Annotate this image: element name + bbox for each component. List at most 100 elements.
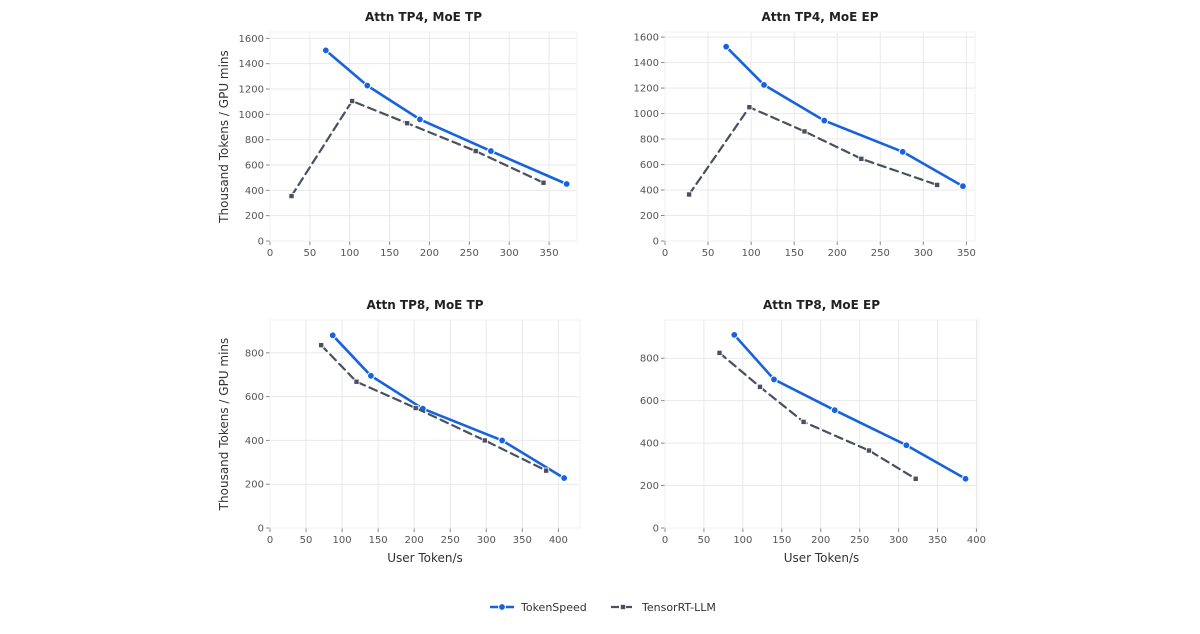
tensorrt-llm-data-point: [540, 179, 547, 186]
x-tick-label: 0: [662, 248, 668, 259]
tensorrt-llm-data-point: [756, 383, 763, 390]
x-tick-label: 200: [828, 248, 847, 259]
tensorrt-llm-data-point: [349, 98, 356, 105]
x-tick-label: 350: [957, 248, 976, 259]
tokenspeed-series-line: [324, 49, 568, 186]
subplot-1: 0 50 100 150 200 250 300 350 0 200 400 600 800 1000 12…: [217, 10, 578, 259]
plot-frame: [269, 319, 581, 529]
tensorrt-llm-data-point: [404, 120, 411, 127]
tokenspeed-data-point: [770, 375, 778, 384]
tensorrt-llm-data-point: [934, 181, 941, 188]
x-tick-label: 50: [300, 535, 313, 546]
subplot-4: 0 50 100 150 200 250 300 350 400 0 200 400 600 800 Att…: [640, 298, 986, 565]
tensorrt-llm-data-point: [865, 447, 872, 454]
legend-label: TensorRT-LLM: [641, 601, 716, 614]
x-tick-label: 150: [772, 535, 791, 546]
tensorrt-llm-data-point: [801, 128, 808, 135]
y-tick-label: 400: [245, 436, 264, 447]
y-tick-label: 600: [245, 161, 264, 172]
x-tick-label: 150: [785, 248, 804, 259]
tokenspeed-series-line: [724, 45, 965, 188]
tokenspeed-data-point: [959, 182, 967, 191]
tokenspeed-data-point: [760, 80, 768, 89]
tokenspeed-data-point: [730, 330, 739, 339]
x-tick-label: 200: [405, 535, 424, 546]
tokenspeed-data-point: [898, 147, 907, 156]
x-tick-label: 50: [698, 535, 711, 546]
y-tick-label: 200: [640, 481, 659, 492]
x-tick-label: 400: [549, 535, 568, 546]
x-tick-label: 400: [967, 535, 986, 546]
tensorrt-llm-data-point: [800, 418, 807, 425]
tokenspeed-data-point: [560, 474, 569, 482]
x-tick-label: 300: [477, 535, 496, 546]
tensorrt-llm-data-point: [481, 437, 488, 444]
x-tick-label: 350: [513, 535, 532, 546]
x-axis-label: User Token/s: [387, 551, 463, 565]
tensorrt-llm-series-line: [687, 106, 939, 196]
subplot-title: Attn TP4, MoE TP: [365, 10, 482, 24]
x-tick-label: 100: [333, 535, 352, 546]
tokenspeed-data-point: [363, 81, 372, 90]
plot-frame: [664, 31, 976, 242]
x-tick-label: 350: [540, 248, 559, 259]
tensorrt-llm-series-line: [718, 351, 917, 480]
tokenspeed-data-point: [961, 474, 970, 483]
y-tick-label: 200: [245, 480, 264, 491]
tensorrt-llm-data-point: [318, 342, 325, 349]
tokenspeed-data-point: [498, 436, 507, 445]
x-tick-label: 100: [340, 248, 359, 259]
tensorrt-llm-data-point: [746, 104, 753, 111]
tokenspeed-data-point: [722, 42, 731, 51]
tokenspeed-legend-marker: [498, 603, 506, 611]
tensorrt-llm-data-point: [472, 148, 479, 155]
x-tick-label: 350: [928, 535, 947, 546]
subplot-3: 0 50 100 150 200 250 300 350 400 0 200 400 600 800 Att…: [217, 298, 581, 565]
tensorrt-llm-data-point: [288, 193, 295, 200]
y-tick-label: 400: [640, 186, 659, 197]
subplot-2: 0 50 100 150 200 250 300 350 0 200 400 600 800 1000 12…: [634, 10, 976, 259]
tokenspeed-data-point: [902, 441, 911, 450]
tensorrt-llm-data-point: [686, 191, 693, 198]
x-tick-label: 200: [420, 248, 439, 259]
tensorrt-llm-data-point: [412, 405, 419, 412]
y-tick-label: 0: [258, 524, 264, 535]
y-tick-label: 1200: [634, 84, 659, 95]
y-tick-label: 0: [653, 237, 659, 248]
y-axis-label: Thousand Tokens / GPU mins: [217, 338, 231, 512]
y-tick-label: 800: [245, 348, 264, 359]
x-tick-label: 250: [441, 535, 460, 546]
y-tick-label: 1600: [239, 34, 264, 45]
y-tick-label: 1000: [634, 109, 659, 120]
x-axis-label: User Token/s: [784, 551, 860, 565]
subplot-title: Attn TP8, MoE TP: [366, 298, 483, 312]
x-tick-label: 250: [871, 248, 890, 259]
tensorrt-llm-legend-marker: [620, 604, 627, 611]
tokenspeed-data-point: [830, 406, 839, 415]
x-tick-label: 150: [380, 248, 399, 259]
y-tick-label: 800: [640, 354, 659, 365]
plot-frame: [664, 319, 979, 529]
legend: TokenSpeed TensorRT-LLM: [490, 601, 716, 614]
x-tick-label: 0: [267, 248, 273, 259]
plot-frame: [269, 31, 578, 242]
x-tick-label: 100: [733, 535, 752, 546]
x-tick-label: 50: [702, 248, 715, 259]
tokenspeed-data-point: [321, 46, 330, 55]
y-tick-label: 800: [640, 135, 659, 146]
tokenspeed-data-point: [328, 331, 337, 340]
tensorrt-llm-data-point: [858, 155, 865, 162]
x-tick-label: 0: [662, 535, 668, 546]
x-tick-label: 0: [267, 535, 273, 546]
y-tick-label: 200: [245, 211, 264, 222]
subplot-title: Attn TP8, MoE EP: [763, 298, 880, 312]
y-tick-label: 400: [640, 439, 659, 450]
tensorrt-llm-data-point: [543, 467, 550, 474]
tokenspeed-series-line: [331, 333, 566, 480]
y-tick-label: 600: [640, 396, 659, 407]
x-tick-label: 250: [460, 248, 479, 259]
tokenspeed-data-point: [820, 116, 829, 125]
tokenspeed-data-point: [486, 147, 495, 155]
y-tick-label: 400: [245, 186, 264, 197]
